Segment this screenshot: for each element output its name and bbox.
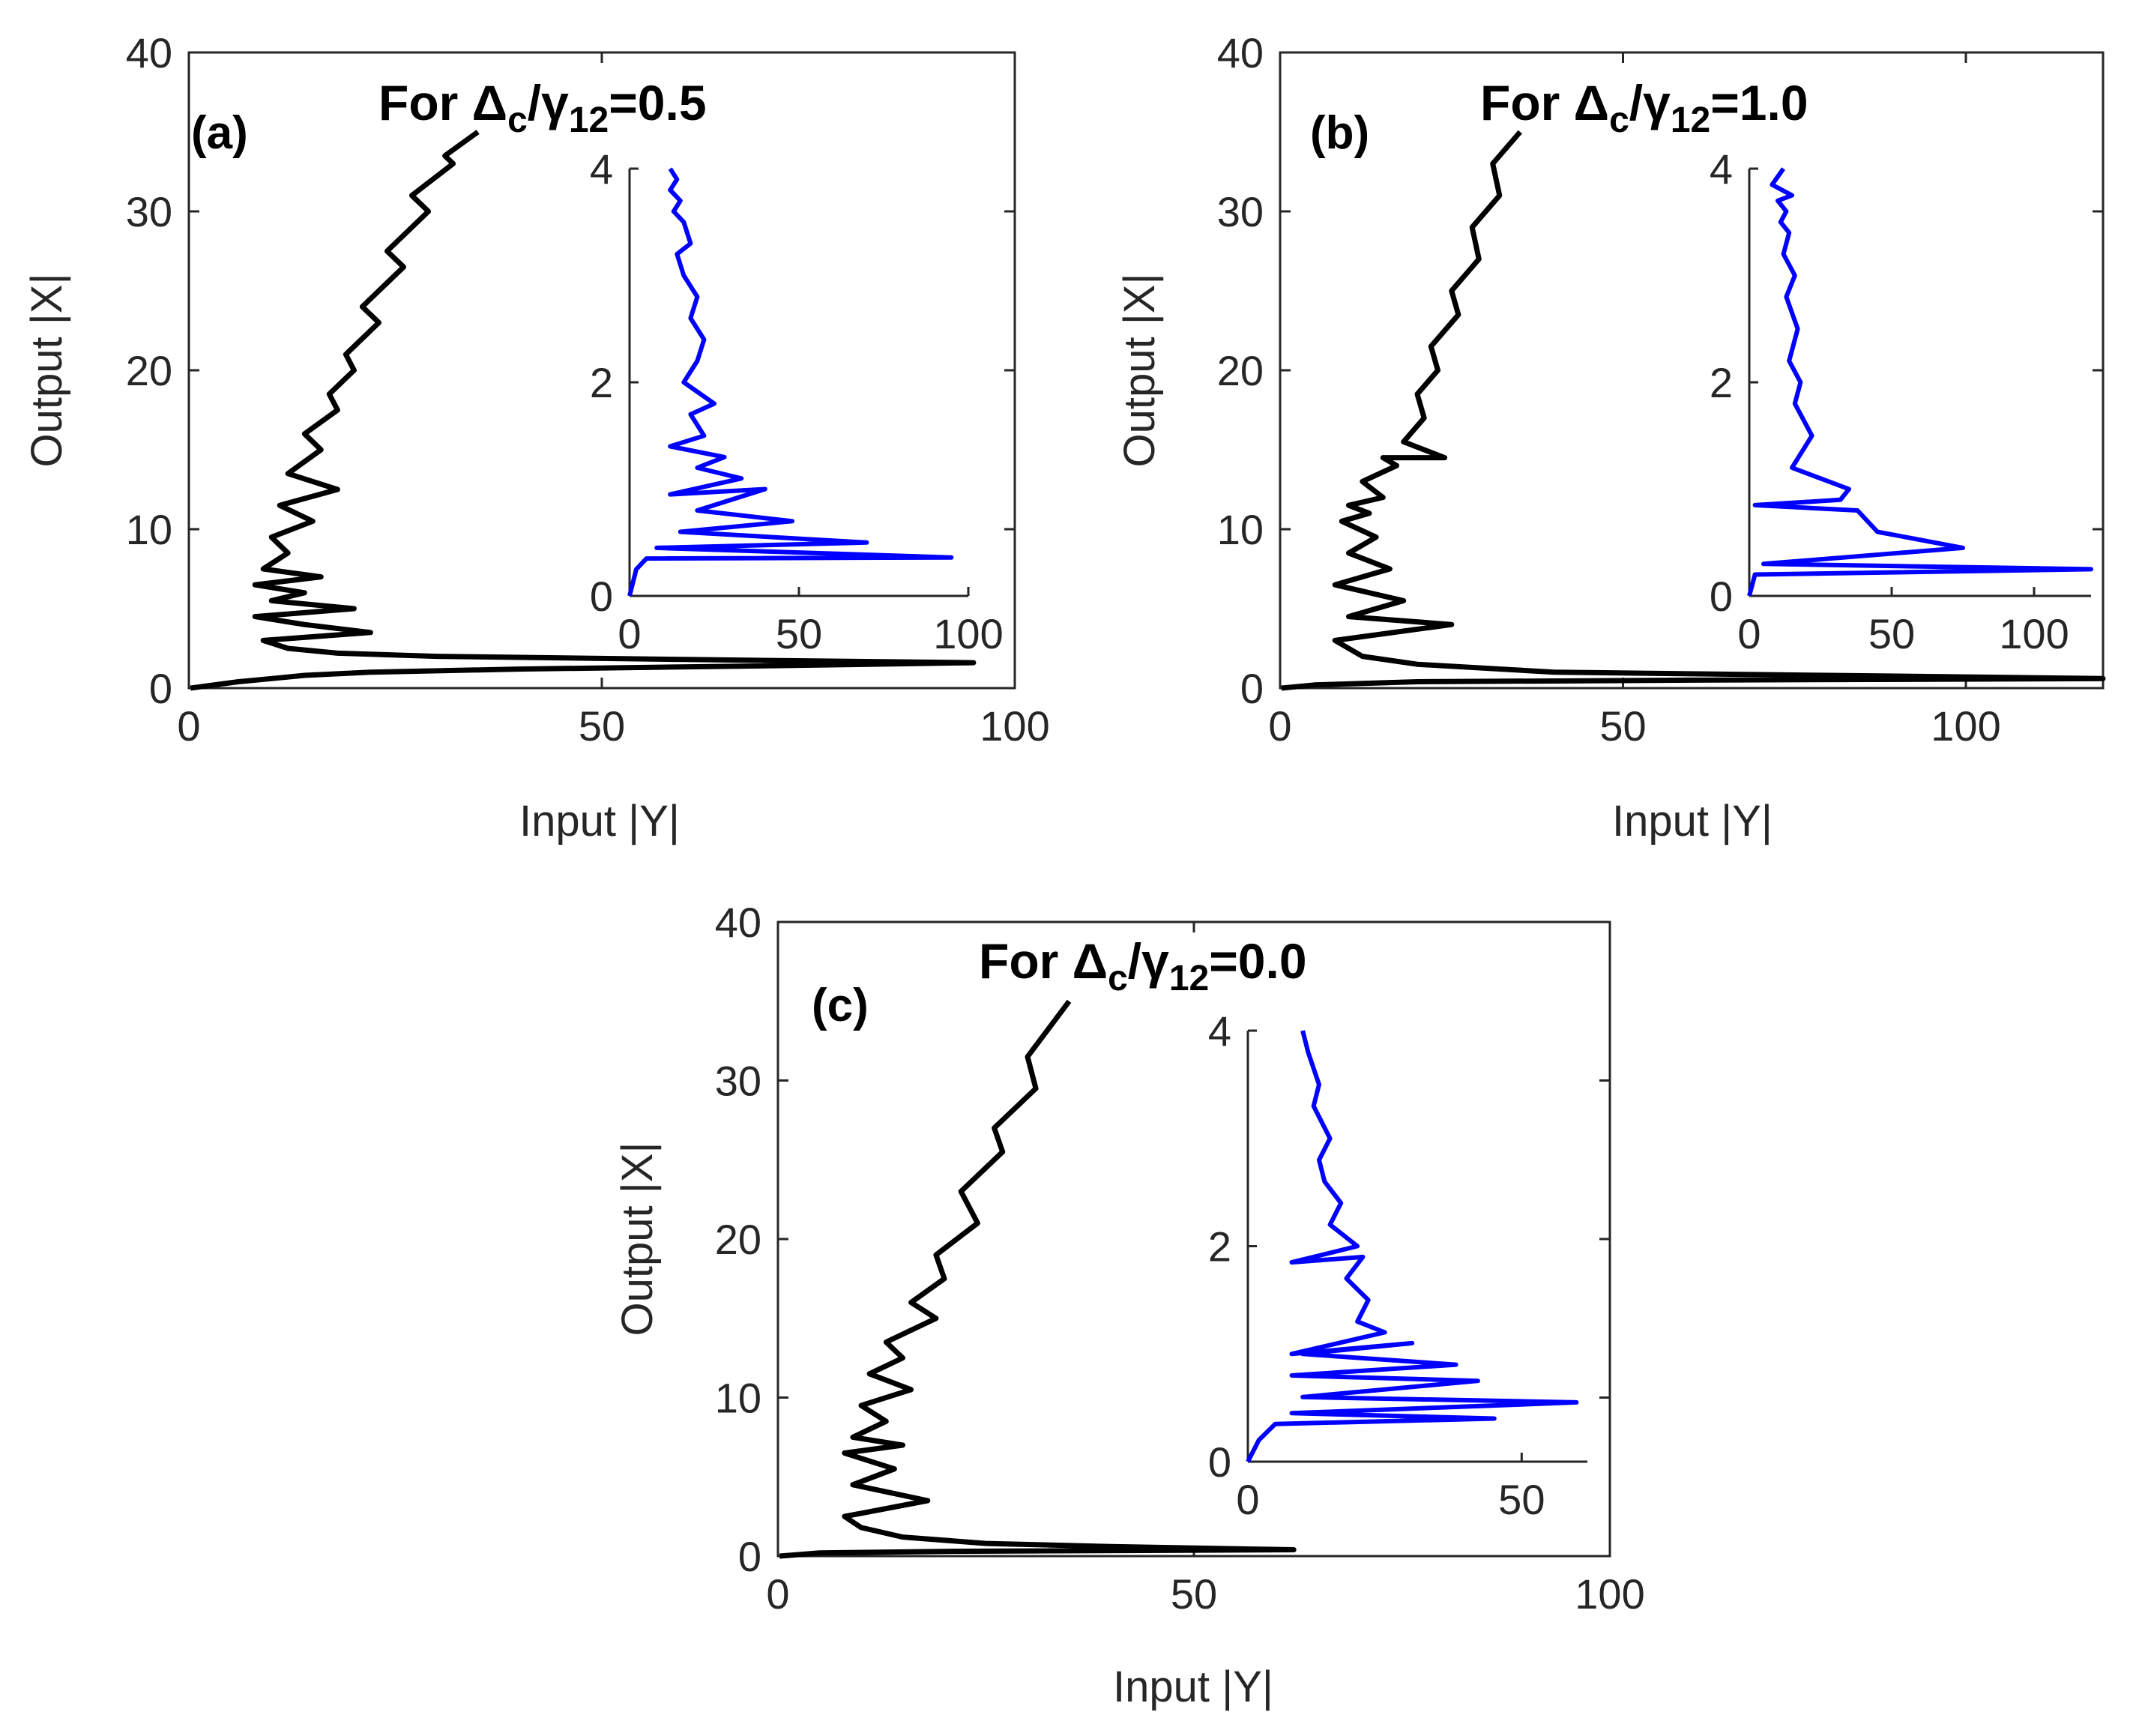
main-axes-box-b — [1279, 51, 2105, 690]
main-y-tick-label-a-10: 10 — [126, 506, 172, 553]
main-x-tick-label-c-100: 100 — [1575, 1570, 1644, 1618]
inset-x-tick-label-a-100: 100 — [933, 610, 1003, 657]
inset-y-tick-label-a-2: 2 — [590, 359, 613, 406]
panel-tag-c: (c) — [812, 980, 869, 1031]
main-y-tick-label-b-10: 10 — [1217, 506, 1264, 553]
panel-title-a: For Δc/γ12=0.5 — [378, 75, 707, 140]
main-y-tick-label-a-40: 40 — [126, 29, 172, 76]
main-x-tick-label-b-50: 50 — [1599, 702, 1646, 750]
inset-line-c — [1246, 1030, 1579, 1463]
main-y-tick-label-a-0: 0 — [149, 665, 172, 712]
main-x-tick-label-a-50: 50 — [579, 702, 625, 750]
main-x-tick-label-a-0: 0 — [177, 702, 200, 750]
main-x-tick-label-b-100: 100 — [1931, 702, 2000, 750]
main-y-tick-label-a-30: 30 — [126, 188, 172, 235]
main-x-tick-label-c-50: 50 — [1171, 1570, 1217, 1618]
main-x-tick-label-b-0: 0 — [1268, 702, 1291, 750]
panel-a: 0 50 100 0 10 20 30 40 0 50 100 0 2 4 (a) For Δc/γ12=0.… — [22, 29, 1050, 846]
panel-title-c: For Δc/γ12=0.0 — [979, 933, 1307, 998]
main-y-tick-label-b-40: 40 — [1217, 29, 1264, 76]
inset-x-tick-label-b-50: 50 — [1868, 610, 1915, 657]
inset-b: 0 50 100 0 2 4 — [1710, 145, 2093, 657]
inset-x-tick-label-b-100: 100 — [1999, 610, 2069, 657]
main-y-tick-label-b-20: 20 — [1217, 347, 1264, 394]
main-y-tick-label-b-0: 0 — [1240, 665, 1264, 712]
inset-a: 0 50 100 0 2 4 — [590, 145, 1004, 657]
inset-y-tick-label-b-0: 0 — [1710, 573, 1733, 620]
inset-y-tick-label-a-0: 0 — [590, 573, 613, 620]
inset-y-tick-label-c-2: 2 — [1208, 1223, 1231, 1271]
panel-title-b: For Δc/γ12=1.0 — [1480, 75, 1808, 140]
inset-x-tick-label-c-50: 50 — [1498, 1476, 1545, 1523]
series-line-b-main — [1281, 130, 2106, 691]
x-axis-label-a: Input |Y| — [519, 797, 680, 846]
inset-x-tick-label-a-0: 0 — [618, 610, 641, 657]
main-y-tick-label-c-0: 0 — [738, 1533, 761, 1580]
main-x-tick-label-a-100: 100 — [980, 702, 1049, 750]
x-axis-label-c: Input |Y| — [1113, 1663, 1273, 1711]
series-line-c-main — [779, 999, 1297, 1559]
main-y-tick-label-c-10: 10 — [715, 1375, 761, 1422]
inset-c: 0 50 0 2 4 — [1208, 1007, 1587, 1523]
panel-tag-b: (b) — [1310, 107, 1369, 159]
main-y-tick-label-c-40: 40 — [715, 899, 761, 946]
inset-line-a — [627, 167, 954, 597]
panel-tag-a: (a) — [191, 107, 248, 159]
main-y-tick-label-c-30: 30 — [715, 1058, 761, 1105]
inset-line-b — [1747, 167, 2093, 597]
inset-y-tick-label-b-2: 2 — [1710, 359, 1733, 406]
inset-y-tick-label-a-4: 4 — [590, 145, 613, 193]
inset-y-tick-label-b-4: 4 — [1710, 145, 1733, 193]
inset-x-tick-label-b-0: 0 — [1737, 610, 1761, 657]
y-axis-label-b: Output |X| — [1115, 273, 1164, 467]
inset-x-tick-label-c-0: 0 — [1236, 1476, 1259, 1523]
series-line-a-main — [190, 130, 977, 691]
main-y-tick-label-b-30: 30 — [1217, 188, 1264, 235]
y-axis-label-a: Output |X| — [22, 273, 71, 467]
inset-x-tick-label-a-50: 50 — [776, 610, 822, 657]
main-x-tick-label-c-0: 0 — [766, 1570, 789, 1618]
x-axis-label-b: Input |Y| — [1612, 797, 1773, 846]
main-y-tick-label-a-20: 20 — [126, 347, 172, 394]
y-axis-label-c: Output |X| — [613, 1142, 662, 1336]
main-y-tick-label-c-20: 20 — [715, 1216, 761, 1263]
panel-b: 0 50 100 0 10 20 30 40 0 50 100 0 2 4 (b) For Δc/γ12=1.… — [1115, 29, 2106, 846]
inset-y-tick-label-c-0: 0 — [1208, 1438, 1231, 1486]
panel-c: 0 50 100 0 10 20 30 40 0 50 0 2 4 (c) For Δc/γ12=0.0 In… — [613, 899, 1645, 1711]
inset-y-tick-label-c-4: 4 — [1208, 1007, 1231, 1055]
